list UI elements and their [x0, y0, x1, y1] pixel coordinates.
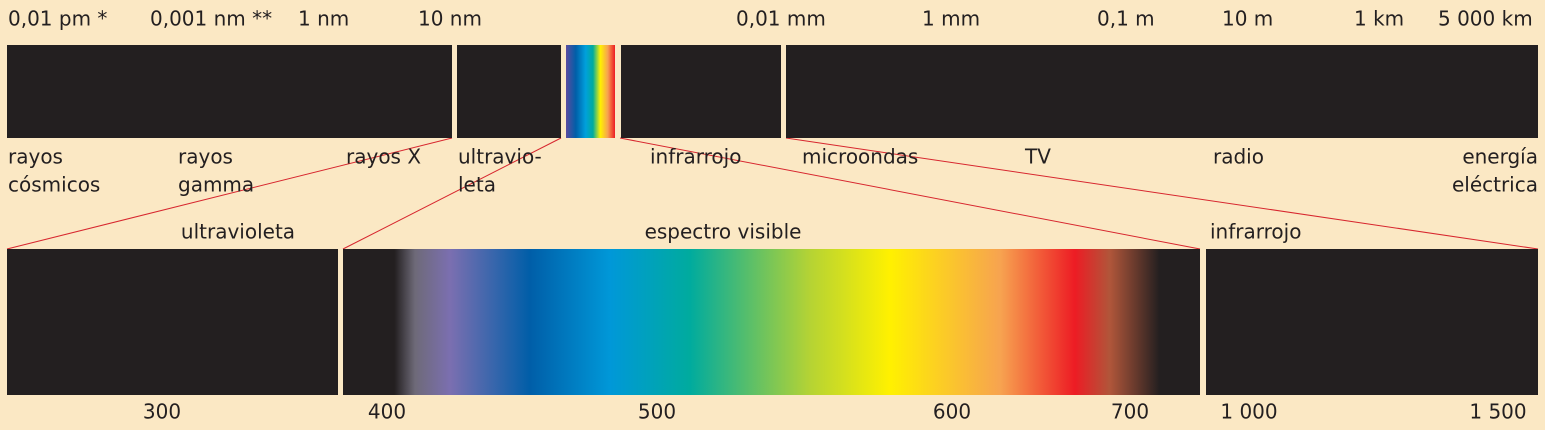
- top-bar: [7, 45, 1538, 138]
- detail-scale-label: 600: [933, 400, 971, 424]
- detail-scale-label: 1 500: [1469, 400, 1526, 424]
- scale-label: 0,1 m: [1097, 7, 1155, 31]
- detail-scale-label: 1 000: [1220, 400, 1277, 424]
- band-block: [457, 45, 561, 138]
- band-label: infrarrojo: [650, 145, 741, 169]
- detail-block: [7, 249, 338, 395]
- detail-bar: [7, 249, 1538, 395]
- scale-label: 10 nm: [418, 7, 482, 31]
- detail-label: infrarrojo: [1210, 220, 1301, 244]
- band-label: rayos X: [346, 145, 421, 169]
- visible-spectrum: [343, 249, 1200, 395]
- band-label: eléctrica: [1452, 173, 1538, 197]
- detail-block: [1206, 249, 1538, 395]
- band-label: gamma: [178, 173, 254, 197]
- connector-lines: [6, 137, 1539, 250]
- scale-label: 5 000 km: [1438, 7, 1533, 31]
- band-label: rayos: [178, 145, 233, 169]
- band-label: microondas: [802, 145, 918, 169]
- band-label: energía: [1462, 145, 1538, 169]
- scale-label: 0,01 pm *: [8, 7, 107, 31]
- band-label: TV: [1024, 145, 1051, 169]
- band-label: ultravio-: [458, 145, 542, 169]
- connector: [6, 137, 453, 250]
- band-block: [786, 45, 1538, 138]
- scale-label: 10 m: [1222, 7, 1273, 31]
- detail-scale-label: 400: [368, 400, 406, 424]
- scale-label: 1 km: [1354, 7, 1404, 31]
- detail-scale-label: 700: [1111, 400, 1149, 424]
- band-label: leta: [458, 173, 496, 197]
- scale-label: 1 mm: [922, 7, 980, 31]
- band-label: cósmicos: [8, 173, 100, 197]
- visible-strip: [566, 45, 615, 138]
- connector: [342, 137, 562, 250]
- band-label: radio: [1213, 145, 1264, 169]
- scale-label: 0,01 mm: [736, 7, 826, 31]
- scale-label: 1 nm: [298, 7, 349, 31]
- band-block: [621, 45, 781, 138]
- detail-label: espectro visible: [645, 220, 802, 244]
- detail-scale-label: 300: [143, 400, 181, 424]
- scale-label: 0,001 nm **: [150, 7, 272, 31]
- detail-label: ultravioleta: [181, 220, 295, 244]
- detail-scale-label: 500: [638, 400, 676, 424]
- connector: [785, 137, 1539, 250]
- band-block: [7, 45, 452, 138]
- band-label: rayos: [8, 145, 63, 169]
- connector: [619, 137, 1201, 250]
